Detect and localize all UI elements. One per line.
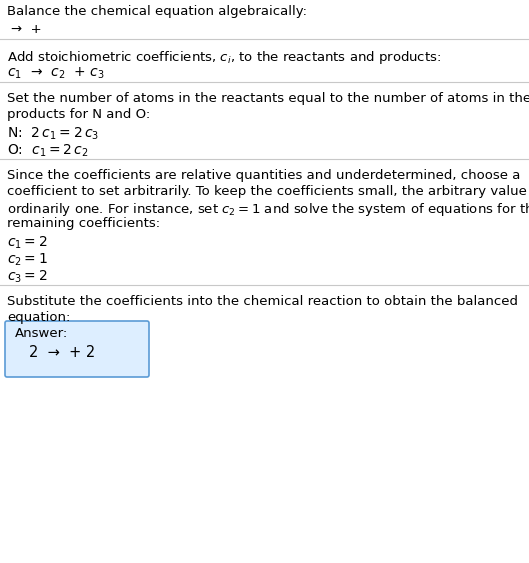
Text: 2  →  + 2: 2 → + 2 [29,345,95,360]
Text: →  +: → + [11,23,42,36]
Text: N:  $2\,c_1 = 2\,c_3$: N: $2\,c_1 = 2\,c_3$ [7,126,99,142]
Text: products for N and O:: products for N and O: [7,108,150,121]
Text: remaining coefficients:: remaining coefficients: [7,217,160,230]
Text: $c_1$  →  $c_2$  + $c_3$: $c_1$ → $c_2$ + $c_3$ [7,66,105,82]
Text: Substitute the coefficients into the chemical reaction to obtain the balanced: Substitute the coefficients into the che… [7,295,518,308]
Text: coefficient to set arbitrarily. To keep the coefficients small, the arbitrary va: coefficient to set arbitrarily. To keep … [7,185,529,198]
Text: Add stoichiometric coefficients, $c_i$, to the reactants and products:: Add stoichiometric coefficients, $c_i$, … [7,49,441,66]
Text: $c_1 = 2$: $c_1 = 2$ [7,235,48,252]
Text: ordinarily one. For instance, set $c_2 = 1$ and solve the system of equations fo: ordinarily one. For instance, set $c_2 =… [7,201,529,218]
Text: $c_3 = 2$: $c_3 = 2$ [7,269,48,285]
Text: Since the coefficients are relative quantities and underdetermined, choose a: Since the coefficients are relative quan… [7,169,521,182]
Text: Set the number of atoms in the reactants equal to the number of atoms in the: Set the number of atoms in the reactants… [7,92,529,105]
Text: Balance the chemical equation algebraically:: Balance the chemical equation algebraica… [7,5,307,18]
Text: Answer:: Answer: [15,327,68,340]
Text: equation:: equation: [7,311,70,324]
FancyBboxPatch shape [5,321,149,377]
Text: $c_2 = 1$: $c_2 = 1$ [7,252,48,269]
Text: O:  $c_1 = 2\,c_2$: O: $c_1 = 2\,c_2$ [7,143,88,159]
